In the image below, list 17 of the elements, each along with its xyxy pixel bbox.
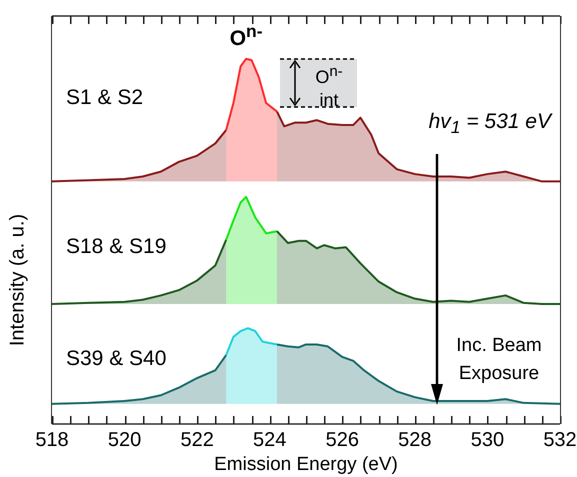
x-tick-label: 526 bbox=[326, 429, 359, 452]
x-axis-title: Emission Energy (eV) bbox=[213, 454, 399, 475]
series-label: S18 & S19 bbox=[66, 235, 166, 259]
x-tick-label: 528 bbox=[398, 429, 432, 452]
x-tick-label: 520 bbox=[108, 429, 142, 452]
series-label: S39 & S40 bbox=[66, 347, 166, 371]
x-tick-label: 530 bbox=[470, 429, 504, 452]
annotation: O$^{n-}$ int bbox=[314, 62, 344, 112]
annotation: Inc. Beam Exposure bbox=[455, 334, 543, 386]
x-tick-label: 532 bbox=[543, 429, 577, 452]
text: S1 & S2 bbox=[66, 86, 144, 110]
x-tick-label: 524 bbox=[253, 429, 286, 452]
annotation: hv$_{1}$ = 531 eV bbox=[428, 110, 551, 138]
annotation: O$^{n-}$ bbox=[228, 20, 264, 51]
y-axis-title: Intensity (a. u.) bbox=[6, 214, 30, 346]
x-tick-label: 522 bbox=[180, 429, 214, 452]
x-tick-label: 518 bbox=[35, 429, 69, 452]
